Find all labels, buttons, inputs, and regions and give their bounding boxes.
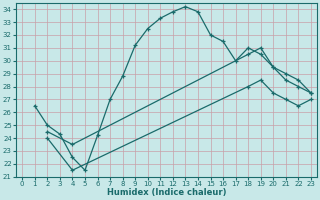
X-axis label: Humidex (Indice chaleur): Humidex (Indice chaleur) xyxy=(107,188,226,197)
